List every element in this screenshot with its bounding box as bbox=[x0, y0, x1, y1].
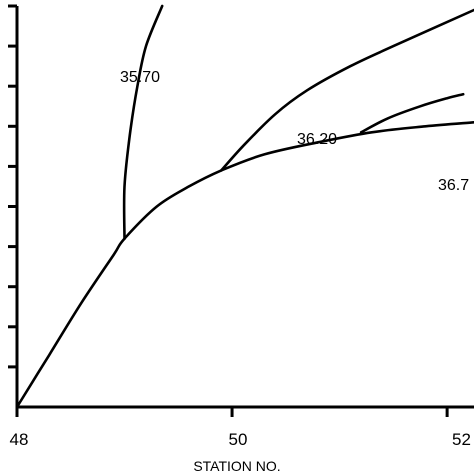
x-tick-labels: 48 50 52 bbox=[10, 430, 471, 449]
x-tick-label-50: 50 bbox=[229, 430, 248, 449]
contour-line-35-70 bbox=[122, 4, 164, 240]
contour-label-35-70: 35.70 bbox=[120, 69, 160, 86]
plot-frame bbox=[15, 6, 474, 409]
contour-labels: 35.70 36.20 36.7 bbox=[120, 69, 469, 194]
contour-lines bbox=[15, 4, 474, 409]
x-tick-label-52: 52 bbox=[452, 430, 471, 449]
x-tick-label-48: 48 bbox=[10, 430, 29, 449]
contour-line-36-20 bbox=[220, 8, 474, 172]
contour-line-36-7 bbox=[359, 92, 465, 134]
boundary-line bbox=[15, 121, 474, 409]
x-axis-title: STATION NO. bbox=[193, 458, 280, 474]
x-axis-ticks bbox=[15, 407, 449, 417]
contour-label-36-20: 36.20 bbox=[297, 131, 337, 148]
contour-label-36-7: 36.7 bbox=[438, 177, 469, 194]
y-axis-ticks bbox=[8, 4, 17, 369]
